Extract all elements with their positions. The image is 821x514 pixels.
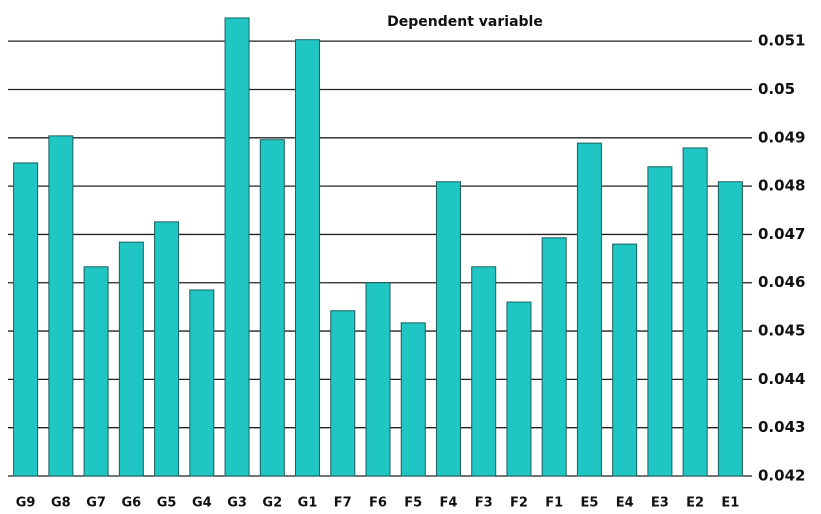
x-tick-label: F7 [334,496,352,511]
x-tick-label: E4 [616,496,634,511]
x-tick-label: E2 [686,496,704,511]
x-tick-label: G6 [121,496,141,511]
x-tick-label: G1 [298,496,318,511]
x-tick-label: E3 [651,496,669,511]
y-tick-label: 0.043 [758,418,805,436]
x-tick-label: G4 [192,496,212,511]
bar [471,266,497,477]
x-tick-label: F1 [545,496,563,511]
x-tick-label: G9 [16,496,36,511]
y-tick-label: 0.045 [758,322,805,340]
bar [330,310,356,477]
y-tick-label: 0.048 [758,177,805,195]
x-tick-label: G7 [86,496,106,511]
bar [612,243,638,477]
x-tick-label: E1 [721,496,739,511]
bar [189,289,215,477]
x-tick-label: E5 [580,496,598,511]
x-tick-label: F2 [510,496,528,511]
x-tick-label: F6 [369,496,387,511]
y-tick-label: 0.047 [758,225,805,243]
bar [435,181,461,477]
bar [541,237,567,477]
bar [576,142,602,477]
bar [682,147,708,477]
x-tick-label: G8 [51,496,71,511]
bar [83,266,109,477]
x-tick-label: G2 [262,496,282,511]
y-tick-label: 0.046 [758,273,805,291]
bar [400,322,426,477]
bar [259,139,285,477]
y-tick-label: 0.044 [758,370,805,388]
x-tick-label: G5 [157,496,177,511]
chart-title: Dependent variable [387,14,543,30]
bar [647,166,673,477]
bar [365,282,391,477]
x-tick-label: F5 [404,496,422,511]
bar [717,181,743,477]
bar [118,241,144,477]
bar [295,39,321,477]
y-tick-label: 0.051 [758,32,805,50]
bar [154,221,180,477]
y-tick-label: 0.049 [758,128,805,146]
bar [48,135,74,477]
x-tick-label: F3 [475,496,493,511]
y-tick-label: 0.042 [758,467,805,485]
bar [224,17,250,477]
bar [13,162,39,477]
y-tick-label: 0.05 [758,80,795,98]
bar [506,301,532,477]
x-tick-label: G3 [227,496,247,511]
x-tick-label: F4 [440,496,458,511]
